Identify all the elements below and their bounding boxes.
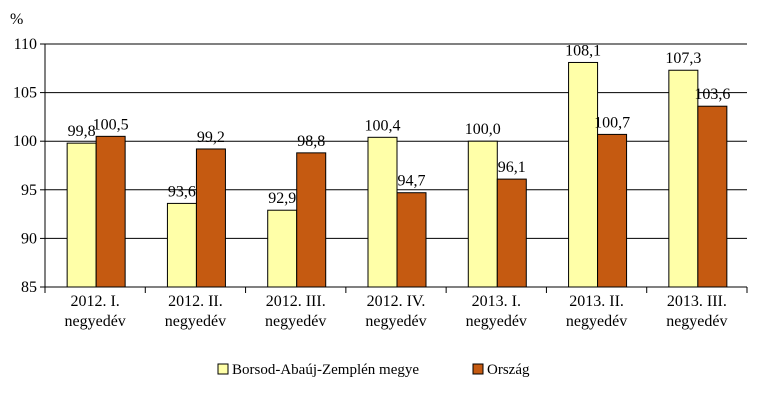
bars: [66, 61, 728, 288]
y-tick-label-85: 85: [21, 279, 37, 296]
value-label-series2-5: 96,1: [498, 159, 526, 176]
bar-series1-4: [367, 136, 398, 288]
bar-series2-5: [496, 178, 527, 288]
legend-label-1: Borsod-Abaúj-Zemplén megye: [232, 362, 419, 378]
value-label-series2-3: 98,8: [297, 133, 325, 150]
bar-series1-5: [467, 140, 498, 288]
bar-series2-1: [95, 135, 126, 288]
bar-series1-7: [668, 69, 699, 288]
category-label-2-line2: negyedév: [165, 313, 226, 330]
category-label-5-line1: 2013. I.: [472, 293, 521, 310]
category-label-7-line2: negyedév: [666, 313, 727, 330]
category-labels: 2012. I. negyedév 2012. II. negyedév 2012. I…: [64, 293, 727, 330]
category-label-4-line1: 2012. IV.: [367, 293, 426, 310]
legend-swatch-1: [217, 363, 229, 375]
bar-series1-3: [267, 209, 298, 288]
axes: [44, 44, 748, 293]
category-label-4-line2: negyedév: [365, 313, 426, 330]
y-unit-label: %: [10, 11, 23, 28]
bar-series1-2: [166, 202, 197, 288]
legend: Borsod-Abaúj-Zemplén megye Ország: [217, 362, 530, 378]
value-label-series1-3: 92,9: [268, 190, 296, 207]
category-label-1-line1: 2012. I.: [70, 293, 119, 310]
category-label-1-line2: negyedév: [64, 313, 125, 330]
bar-series1-6: [568, 61, 599, 288]
value-label-series2-2: 99,2: [197, 129, 225, 146]
value-label-series1-2: 93,6: [168, 183, 196, 200]
value-label-series1-7: 107,3: [665, 50, 701, 67]
y-tick-label-110: 110: [14, 36, 37, 53]
category-label-7-line1: 2013. III.: [667, 293, 727, 310]
y-tick-label-90: 90: [21, 230, 37, 247]
legend-label-2: Ország: [487, 362, 530, 378]
value-label-series1-5: 100,0: [465, 121, 501, 138]
y-axis-ticks: 85 90 95 100 105 110: [13, 36, 45, 296]
value-labels: 99,8 93,6 92,9 100,4 100,0 108,1 107,3 100,5 99,…: [68, 42, 731, 207]
category-label-5-line2: negyedév: [466, 313, 527, 330]
category-label-2-line1: 2012. II.: [168, 293, 223, 310]
category-label-6-line1: 2013. II.: [569, 293, 624, 310]
value-label-series1-6: 108,1: [565, 42, 601, 59]
value-label-series1-1: 99,8: [68, 123, 96, 140]
bar-series2-6: [597, 133, 628, 288]
bar-series2-3: [296, 152, 327, 288]
value-label-series2-1: 100,5: [93, 116, 129, 133]
y-tick-label-95: 95: [21, 182, 37, 199]
y-tick-label-105: 105: [13, 85, 37, 102]
bar-series2-2: [195, 148, 226, 288]
category-label-6-line2: negyedév: [566, 313, 627, 330]
value-label-series2-4: 94,7: [398, 173, 426, 190]
category-label-3-line2: negyedév: [265, 313, 326, 330]
y-tick-label-100: 100: [13, 133, 37, 150]
bar-series1-1: [66, 142, 97, 288]
legend-swatch-2: [472, 363, 484, 375]
value-label-series2-7: 103,6: [694, 86, 730, 103]
category-label-3-line1: 2012. III.: [266, 293, 326, 310]
bar-series2-7: [697, 105, 728, 288]
value-label-series2-6: 100,7: [594, 114, 630, 131]
value-label-series1-4: 100,4: [365, 117, 401, 134]
bar-series2-4: [396, 192, 427, 288]
